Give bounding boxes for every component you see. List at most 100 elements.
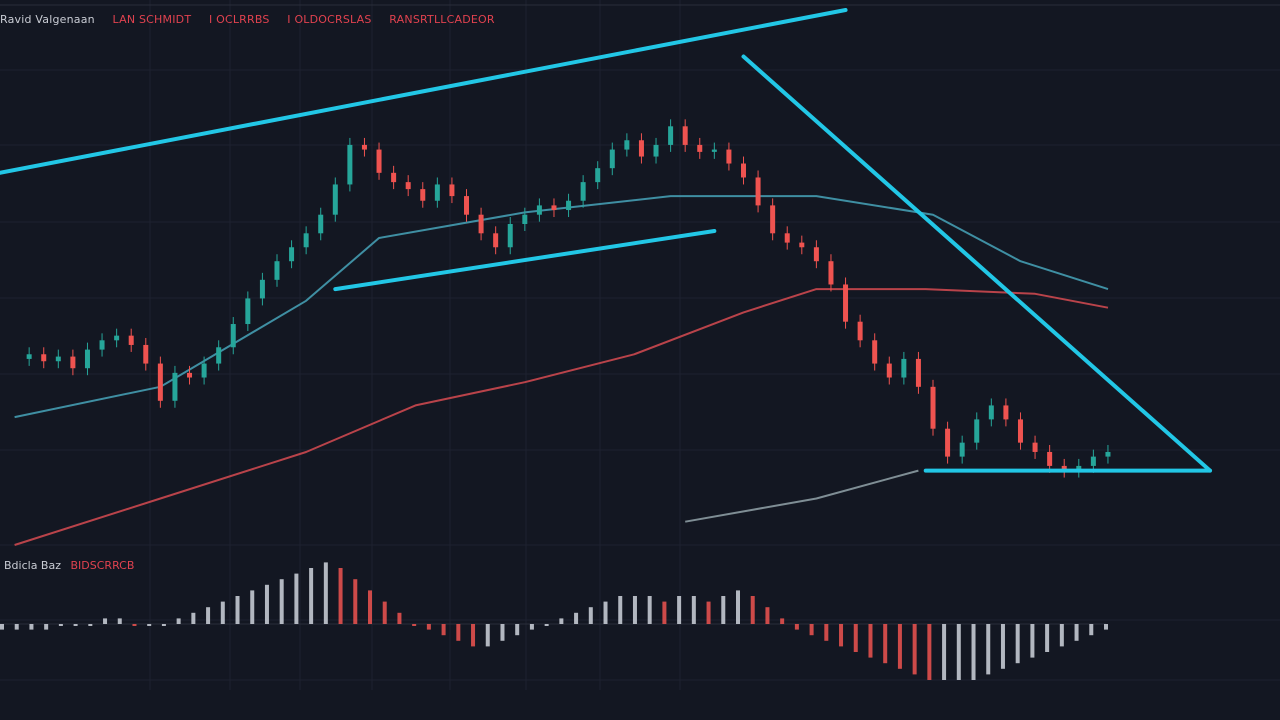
indicator-pane xyxy=(0,562,1108,680)
histogram-bar xyxy=(14,624,19,630)
histogram-bar xyxy=(956,624,961,680)
candle-body xyxy=(566,200,572,211)
candle-body xyxy=(1105,451,1111,457)
candle-body xyxy=(930,386,936,429)
histogram-bar xyxy=(368,590,372,624)
candle-body xyxy=(143,344,149,364)
candle-body xyxy=(843,284,849,322)
main-legend: Ravid Valgenaan LAN SCHMIDT I OCLRRBS I … xyxy=(0,13,509,26)
candle-body xyxy=(828,261,834,285)
candle-body xyxy=(1047,451,1053,466)
candle-body xyxy=(187,372,193,378)
histogram-bar xyxy=(971,624,976,680)
candle-body xyxy=(230,324,236,348)
candle-body xyxy=(361,144,367,150)
histogram-bar xyxy=(1045,624,1050,652)
histogram-bar xyxy=(117,618,122,624)
candle-body xyxy=(799,242,805,248)
histogram-bar xyxy=(264,584,269,624)
histogram-bar xyxy=(294,573,299,624)
histogram-bar xyxy=(323,562,328,624)
histogram-bar xyxy=(1059,624,1064,647)
candle-body xyxy=(1032,442,1038,452)
candle-body xyxy=(318,214,324,234)
histogram-bar xyxy=(412,624,417,626)
candle-body xyxy=(405,182,411,190)
indicator-name: Bdicla Baz xyxy=(4,559,61,572)
candle-body xyxy=(915,358,921,387)
histogram-bar xyxy=(544,624,549,626)
histogram-bar xyxy=(912,624,917,675)
histogram-bar xyxy=(839,624,844,647)
candle-body xyxy=(434,184,440,201)
histogram-bar xyxy=(44,624,49,630)
candle-body xyxy=(711,149,717,152)
candle-body xyxy=(755,177,761,206)
histogram-bar xyxy=(1000,624,1005,669)
histogram-bar xyxy=(662,601,667,624)
histogram-bar xyxy=(1015,624,1020,664)
candle-body xyxy=(697,144,703,152)
histogram-bar xyxy=(515,624,520,636)
histogram-bar xyxy=(824,624,829,641)
candle-body xyxy=(391,172,397,183)
histogram-bar xyxy=(0,624,4,630)
candle-body xyxy=(420,189,426,201)
histogram-bar xyxy=(29,624,34,630)
histogram-bar xyxy=(191,612,196,624)
candle-body xyxy=(959,442,965,457)
histogram-bar xyxy=(1074,624,1079,641)
histogram-bar xyxy=(529,624,534,630)
candle-body xyxy=(770,205,776,234)
histogram-bar xyxy=(103,618,108,624)
candle-body xyxy=(682,126,688,145)
histogram-bar xyxy=(691,596,696,624)
candle-body xyxy=(886,363,892,378)
histogram-bar xyxy=(868,624,873,658)
candle-body xyxy=(1017,419,1023,443)
histogram-bar xyxy=(471,624,476,647)
candle-body xyxy=(901,358,907,378)
histogram-bar xyxy=(986,624,991,675)
moving-average-slow xyxy=(14,288,1109,546)
histogram-bar xyxy=(426,624,431,630)
histogram-bar xyxy=(574,612,579,624)
main-pane xyxy=(0,8,1212,546)
candle-body xyxy=(172,372,178,401)
histogram-bar xyxy=(58,624,63,626)
trendline-2 xyxy=(333,228,717,292)
candle-body xyxy=(945,428,951,457)
candle-body xyxy=(332,184,338,215)
candle-body xyxy=(201,363,207,378)
candle-body xyxy=(347,144,353,185)
histogram-bar xyxy=(132,624,137,626)
histogram-bar xyxy=(456,624,461,641)
candle-body xyxy=(259,279,265,299)
candle-body xyxy=(653,144,659,157)
candle-body xyxy=(726,149,732,164)
candle-body xyxy=(376,149,382,173)
candle-body xyxy=(1076,465,1082,471)
histogram-bar xyxy=(559,618,564,624)
candle-body xyxy=(464,196,470,215)
candle-body xyxy=(114,335,120,341)
histogram-bar xyxy=(206,607,211,624)
moving-average-long xyxy=(685,469,919,523)
legend-item-4: RANSRTLLCADEOR xyxy=(389,13,495,26)
histogram-bar xyxy=(750,596,755,624)
legend-item-3: I OLDOCRSLAS xyxy=(287,13,372,26)
candle-body xyxy=(740,163,746,178)
histogram-bar xyxy=(677,596,682,624)
histogram-bar xyxy=(794,624,799,630)
candle-body xyxy=(668,126,674,145)
histogram-bar xyxy=(73,624,78,626)
histogram-bar xyxy=(279,579,284,624)
candle-body xyxy=(974,419,980,443)
histogram-bar xyxy=(588,607,593,624)
histogram-bar xyxy=(706,601,711,624)
candle-body xyxy=(493,233,499,248)
histogram-bar xyxy=(618,596,623,624)
candle-body xyxy=(638,140,644,157)
candle-body xyxy=(157,363,163,401)
